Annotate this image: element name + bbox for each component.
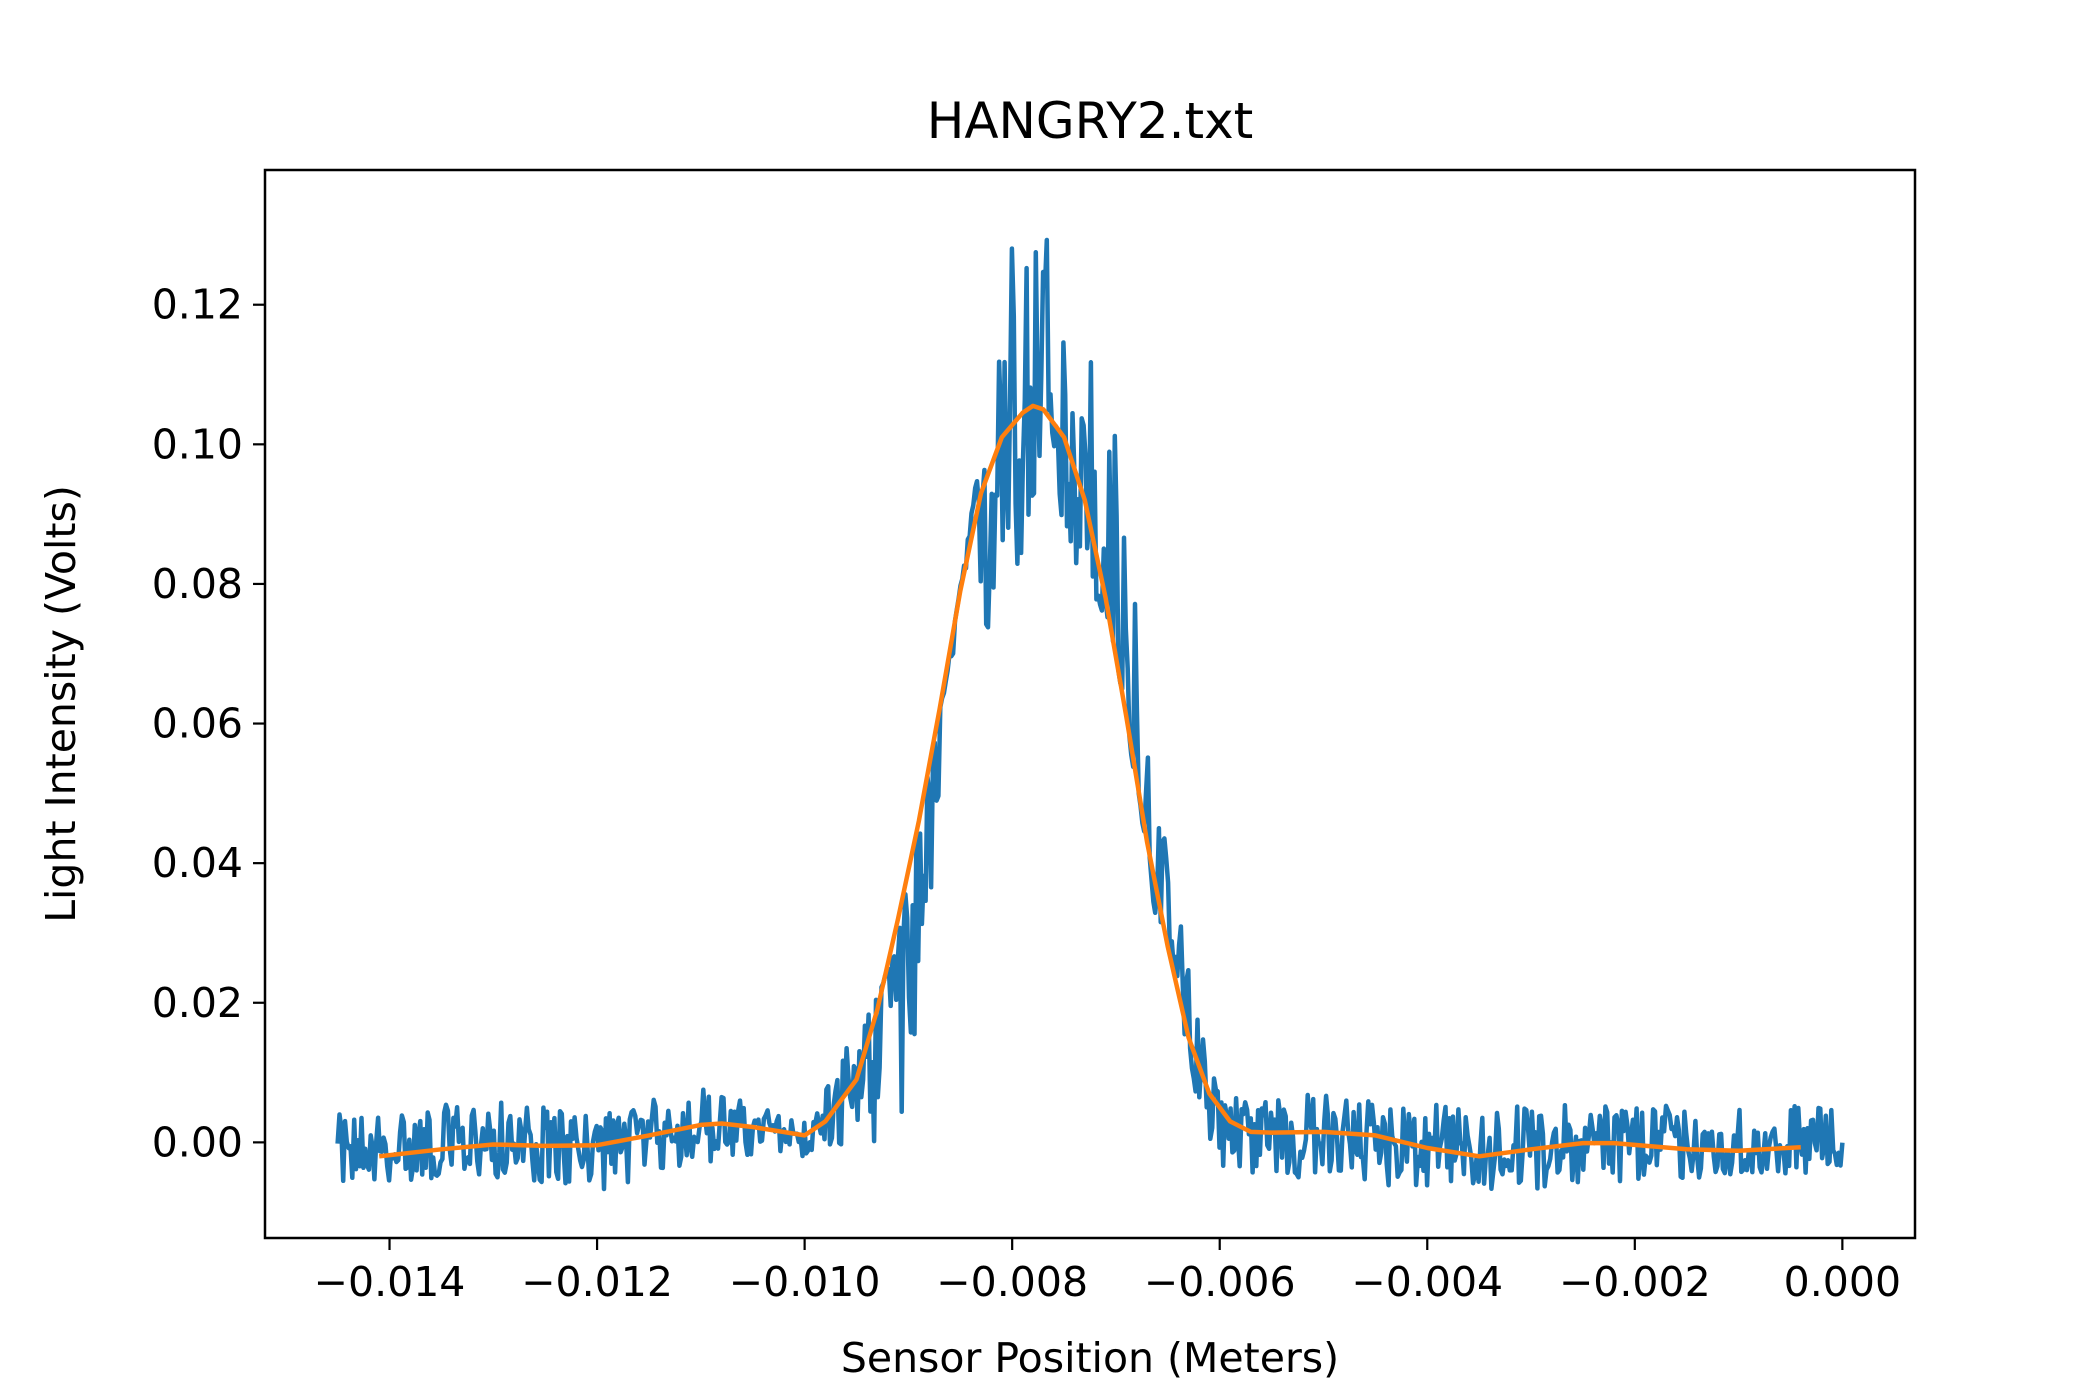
x-tick-label: −0.008 bbox=[936, 1258, 1088, 1306]
y-axis-label: Light Intensity (Volts) bbox=[37, 485, 85, 923]
smoothed-signal-line bbox=[378, 403, 1801, 1159]
y-tick-label: 0.12 bbox=[152, 281, 243, 329]
x-tick-label: −0.004 bbox=[1351, 1258, 1503, 1306]
y-tick-label: 0.00 bbox=[152, 1118, 243, 1166]
x-tick-label: −0.006 bbox=[1144, 1258, 1296, 1306]
y-axis: 0.00 0.02 0.04 0.06 0.08 0.10 0.12 bbox=[152, 281, 265, 1166]
y-tick-label: 0.08 bbox=[152, 560, 243, 608]
x-tick-label: 0.000 bbox=[1784, 1258, 1901, 1306]
x-tick-label: −0.012 bbox=[521, 1258, 673, 1306]
x-tick-label: −0.010 bbox=[729, 1258, 881, 1306]
y-tick-label: 0.02 bbox=[152, 979, 243, 1027]
y-tick-label: 0.10 bbox=[152, 420, 243, 468]
y-tick-label: 0.04 bbox=[152, 839, 243, 887]
raw-signal-line bbox=[335, 237, 1845, 1192]
chart-title: HANGRY2.txt bbox=[927, 92, 1254, 150]
x-tick-label: −0.014 bbox=[314, 1258, 466, 1306]
plot-area bbox=[335, 237, 1845, 1192]
x-axis: −0.014 −0.012 −0.010 −0.008 −0.006 −0.004 −0.0… bbox=[314, 1238, 1901, 1306]
axes-frame bbox=[263, 168, 1917, 1240]
x-tick-label: −0.002 bbox=[1559, 1258, 1711, 1306]
y-tick-label: 0.06 bbox=[152, 700, 243, 748]
x-axis-label: Sensor Position (Meters) bbox=[841, 1334, 1339, 1382]
